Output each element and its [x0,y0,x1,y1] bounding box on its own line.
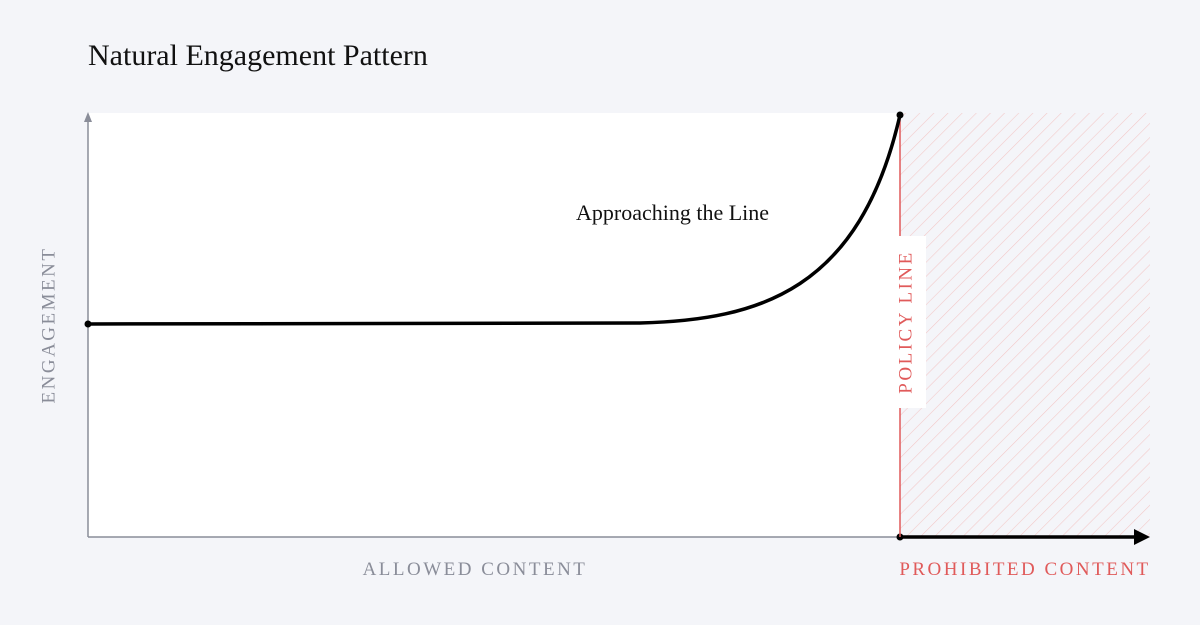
prohibited-zone [900,113,1150,537]
policy-line-label: POLICY LINE [895,250,916,393]
annotation: Approaching the Line [576,200,769,225]
y-axis-label: ENGAGEMENT [38,247,59,404]
y-axis-arrow [84,112,92,122]
policy-label-bg [888,236,926,408]
engagement-curve [86,113,902,326]
x-axis-allowed-label: ALLOWED CONTENT [363,559,588,580]
x-axis-prohibited-label: PROHIBITED CONTENT [899,559,1150,580]
curve-end [896,111,904,119]
title: Natural Engagement Pattern [88,39,428,72]
x-axis-arrow [1134,529,1150,545]
curve-start [84,320,92,328]
